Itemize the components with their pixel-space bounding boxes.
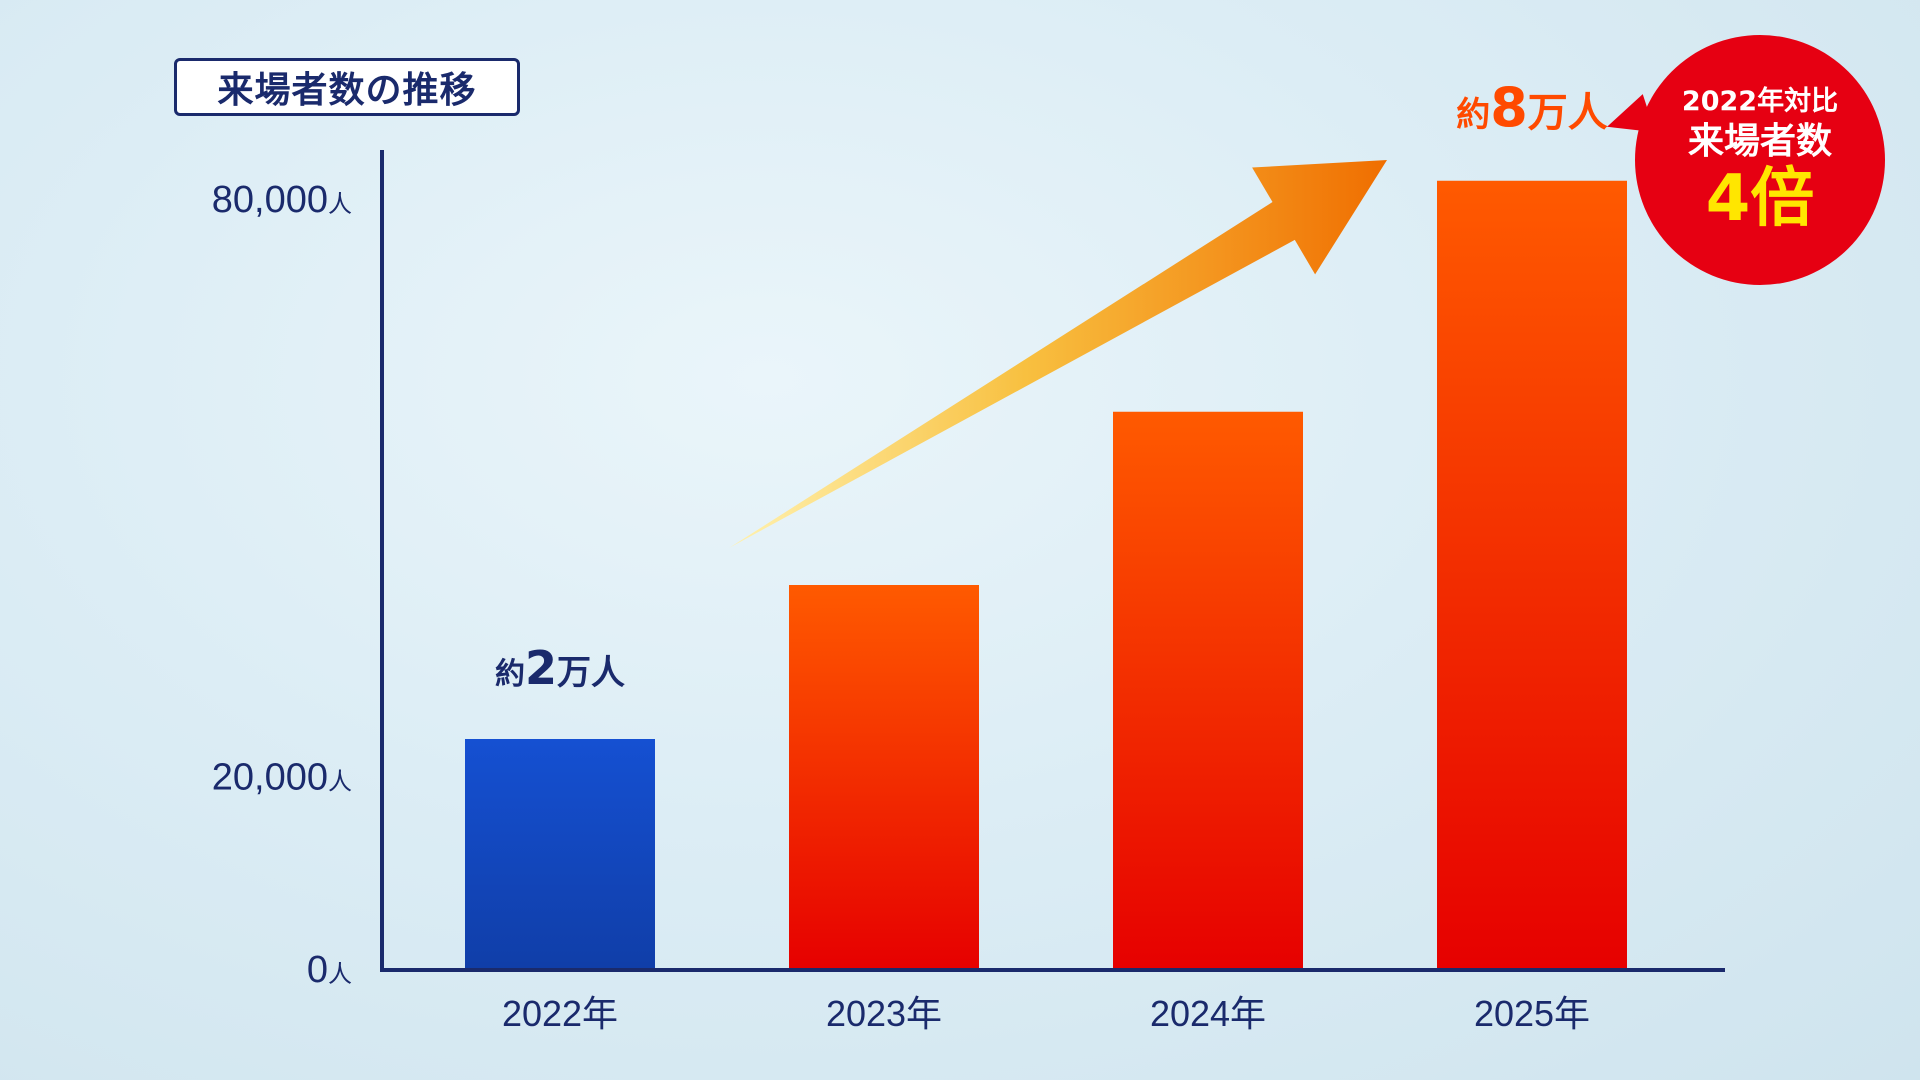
y-tick-label: 80,000人 [212,179,352,221]
value-annotation: 約2万人 [495,641,625,695]
bar-2022 [465,739,655,970]
x-tick-label: 2023年 [826,993,942,1034]
value-annotation: 約8万人 [1456,76,1608,139]
bar-2025 [1437,180,1627,970]
x-tick-label: 2025年 [1474,993,1590,1034]
chart-title: 来場者数の推移 [174,58,520,116]
comparison-badge: 2022年対比 来場者数 4倍 [1635,35,1885,285]
bar-2023 [789,585,979,970]
y-tick-label: 0人 [307,949,352,991]
y-tick-label: 20,000人 [212,757,352,799]
growth-arrow [729,160,1387,548]
badge-line-3: 4倍 [1705,162,1815,237]
badge-line-1: 2022年対比 [1681,86,1839,118]
bar-2024 [1113,411,1303,970]
badge-line-2: 来場者数 [1687,121,1832,163]
x-tick-label: 2022年 [502,993,618,1034]
x-tick-label: 2024年 [1150,993,1266,1034]
